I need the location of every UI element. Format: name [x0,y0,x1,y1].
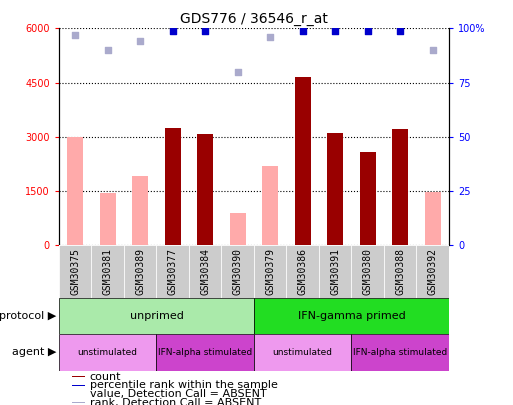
Text: GSM30388: GSM30388 [395,247,405,295]
Text: GSM30391: GSM30391 [330,247,340,295]
Bar [327,133,343,245]
Bar [189,245,222,298]
Bar [424,192,441,245]
Text: GSM30390: GSM30390 [233,247,243,295]
Point [428,47,437,53]
Text: unprimed: unprimed [129,311,184,321]
Bar [156,245,189,298]
Bar [132,177,148,245]
Bar [286,245,319,298]
Point [136,38,144,45]
Bar [360,152,376,245]
Text: IFN-alpha stimulated: IFN-alpha stimulated [158,348,252,357]
Bar [165,128,181,245]
Point [266,34,274,40]
Point [71,32,80,38]
Point [396,27,404,34]
Bar [229,213,246,245]
Point [169,27,177,34]
Text: protocol ▶: protocol ▶ [0,311,56,321]
Text: unstimulated: unstimulated [78,348,137,357]
Bar [124,245,156,298]
Point [331,27,339,34]
Text: GSM30381: GSM30381 [103,247,113,295]
Bar [72,402,85,403]
Bar [59,334,156,371]
Text: GSM30377: GSM30377 [168,247,177,295]
Bar [156,334,254,371]
Bar [319,245,351,298]
Bar [100,193,116,245]
Point [104,47,112,53]
Text: unstimulated: unstimulated [273,348,332,357]
Title: GDS776 / 36546_r_at: GDS776 / 36546_r_at [180,12,328,26]
Point [233,68,242,75]
Text: GSM30392: GSM30392 [428,247,438,295]
Text: value, Detection Call = ABSENT: value, Detection Call = ABSENT [90,389,267,399]
Bar [254,245,286,298]
Bar [67,137,83,245]
Point [201,27,209,34]
Text: GSM30375: GSM30375 [70,247,80,295]
Bar [197,134,213,245]
Text: count: count [90,372,121,382]
Text: GSM30384: GSM30384 [200,247,210,295]
Bar [351,245,384,298]
Point [364,27,372,34]
Bar [72,385,85,386]
Bar [72,376,85,377]
Text: rank, Detection Call = ABSENT: rank, Detection Call = ABSENT [90,398,261,405]
Text: IFN-alpha stimulated: IFN-alpha stimulated [353,348,447,357]
Bar [417,245,449,298]
Text: IFN-gamma primed: IFN-gamma primed [298,311,405,321]
Point [299,27,307,34]
Text: GSM30380: GSM30380 [363,247,372,295]
Bar [262,166,278,245]
Text: GSM30379: GSM30379 [265,247,275,295]
Bar [254,298,449,334]
Bar [351,334,449,371]
Text: GSM30386: GSM30386 [298,247,308,295]
Bar [384,245,417,298]
Bar [392,130,408,245]
Text: percentile rank within the sample: percentile rank within the sample [90,380,278,390]
Bar [59,245,91,298]
Bar [254,334,351,371]
Bar [91,245,124,298]
Bar [294,77,311,245]
Bar [59,298,254,334]
Bar [222,245,254,298]
Text: agent ▶: agent ▶ [12,347,56,357]
Text: GSM30389: GSM30389 [135,247,145,295]
